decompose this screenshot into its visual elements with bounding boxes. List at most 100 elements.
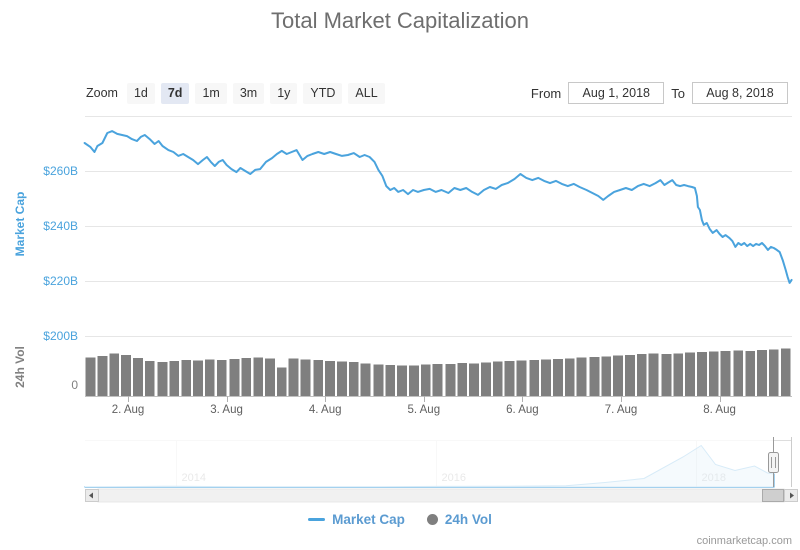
volume-bar <box>265 358 275 396</box>
navigator-mask <box>85 440 773 487</box>
volume-bar <box>661 354 672 396</box>
volume-bar <box>397 365 407 396</box>
volume-bar <box>121 354 131 396</box>
volume-bar <box>420 364 431 396</box>
zoom-button-1y[interactable]: 1y <box>270 83 298 104</box>
volume-bar <box>313 360 324 396</box>
date-range-inputs: From To <box>531 82 788 104</box>
volume-bar <box>193 360 203 396</box>
zoom-button-group: 1d 7d 1m 3m 1y YTD ALL <box>126 83 385 104</box>
y-axis-tick-label: $260B <box>43 164 78 178</box>
zoom-label: Zoom <box>86 86 118 101</box>
volume-bar <box>276 367 287 396</box>
volume-bar <box>409 365 419 396</box>
volume-bar <box>469 363 479 396</box>
volume-bar <box>564 358 575 396</box>
volume-bar <box>109 353 120 396</box>
volume-bar <box>673 353 684 396</box>
x-axis-label: 7. Aug <box>605 404 638 416</box>
volume-bar <box>708 351 719 396</box>
y-axis-tick-label: $220B <box>43 274 78 288</box>
legend-item-market-cap[interactable]: Market Cap <box>308 512 405 527</box>
market-cap-chart: $260B $240B $220B $200B 0 2. Aug 3. Aug 4. Aug 5… <box>43 116 798 503</box>
volume-bar <box>229 358 240 396</box>
y-axis-tick-label: $240B <box>43 219 78 233</box>
navigator[interactable]: 201420162018 <box>84 437 792 488</box>
volume-bar <box>576 357 587 396</box>
volume-bar <box>757 349 767 396</box>
x-axis-label: 4. Aug <box>309 404 342 416</box>
volume-bar <box>432 364 443 396</box>
scrollbar[interactable] <box>85 488 798 503</box>
x-axis-label: 2. Aug <box>112 404 145 416</box>
scrollbar-track[interactable] <box>97 488 785 503</box>
watermark: coinmarketcap.com <box>696 535 792 547</box>
volume-bar <box>697 351 707 396</box>
scroll-left-arrow-icon <box>89 492 93 499</box>
from-date-input[interactable] <box>568 82 665 104</box>
volume-bar <box>85 357 96 396</box>
volume-circle-marker <box>426 514 438 525</box>
zoom-button-1m[interactable]: 1m <box>195 83 227 104</box>
scroll-right-arrow-icon <box>790 492 794 499</box>
zoom-button-1d[interactable]: 1d <box>126 83 155 104</box>
y-axis-tick-label: $200B <box>43 329 78 343</box>
x-axis-label: 3. Aug <box>210 404 243 416</box>
page-title: Total Market Capitalization <box>270 8 529 33</box>
volume-bar <box>157 361 168 396</box>
to-date-input[interactable] <box>692 82 788 104</box>
volume-bar <box>745 350 756 396</box>
zoom-button-all[interactable]: ALL <box>348 83 385 104</box>
volume-bar <box>733 350 744 396</box>
volume-bar <box>625 354 635 396</box>
volume-bar <box>97 356 108 396</box>
market-cap-line <box>83 130 793 284</box>
legend-label-24h-vol: 24h Vol <box>444 512 492 527</box>
x-axis-label: 5. Aug <box>407 404 440 416</box>
volume-bar <box>133 358 143 396</box>
market-cap-line-marker <box>308 518 326 521</box>
legend-label-market-cap: Market Cap <box>332 512 405 527</box>
volume-bar <box>445 363 456 396</box>
volume-bar <box>492 361 503 396</box>
volume-bar <box>720 351 731 396</box>
zoom-button-ytd[interactable]: YTD <box>303 83 343 104</box>
volume-bar <box>169 360 180 396</box>
zoom-button-7d[interactable]: 7d <box>160 83 190 104</box>
zoom-button-3m[interactable]: 3m <box>232 83 265 104</box>
volume-bar <box>337 361 347 396</box>
volume-bar <box>325 360 335 396</box>
volume-bar <box>780 348 791 396</box>
navigator-drag-handle[interactable] <box>768 452 779 473</box>
volume-bar <box>300 359 311 396</box>
x-axis-label: 6. Aug <box>506 404 539 416</box>
volume-bar <box>481 362 491 396</box>
volume-bar <box>348 362 359 396</box>
volume-bar <box>253 357 264 396</box>
volume-bars <box>85 348 791 396</box>
volume-bar <box>504 360 515 396</box>
volume-bar <box>553 358 563 396</box>
volume-bar <box>589 357 600 396</box>
volume-bar <box>216 360 227 396</box>
volume-bar <box>373 364 384 396</box>
volume-bar <box>181 360 192 396</box>
volume-bar <box>288 358 299 396</box>
volume-bar <box>144 360 155 396</box>
volume-bar <box>648 353 659 396</box>
volume-bar <box>516 360 527 396</box>
volume-bar <box>241 358 252 396</box>
x-axis-label: 8. Aug <box>703 404 736 416</box>
volume-bar <box>204 359 215 396</box>
volume-bar <box>360 363 371 396</box>
volume-zero-label: 0 <box>71 378 78 392</box>
to-label: To <box>671 85 685 101</box>
volume-bar <box>601 356 612 396</box>
chart-legend: Market Cap 24h Vol <box>0 512 800 527</box>
scrollbar-thumb[interactable] <box>762 489 784 502</box>
volume-bar <box>457 363 468 396</box>
range-selector: Zoom 1d 7d 1m 3m 1y YTD ALL <box>86 83 385 104</box>
legend-item-24h-vol[interactable]: 24h Vol <box>426 512 492 527</box>
volume-bar <box>768 349 779 396</box>
